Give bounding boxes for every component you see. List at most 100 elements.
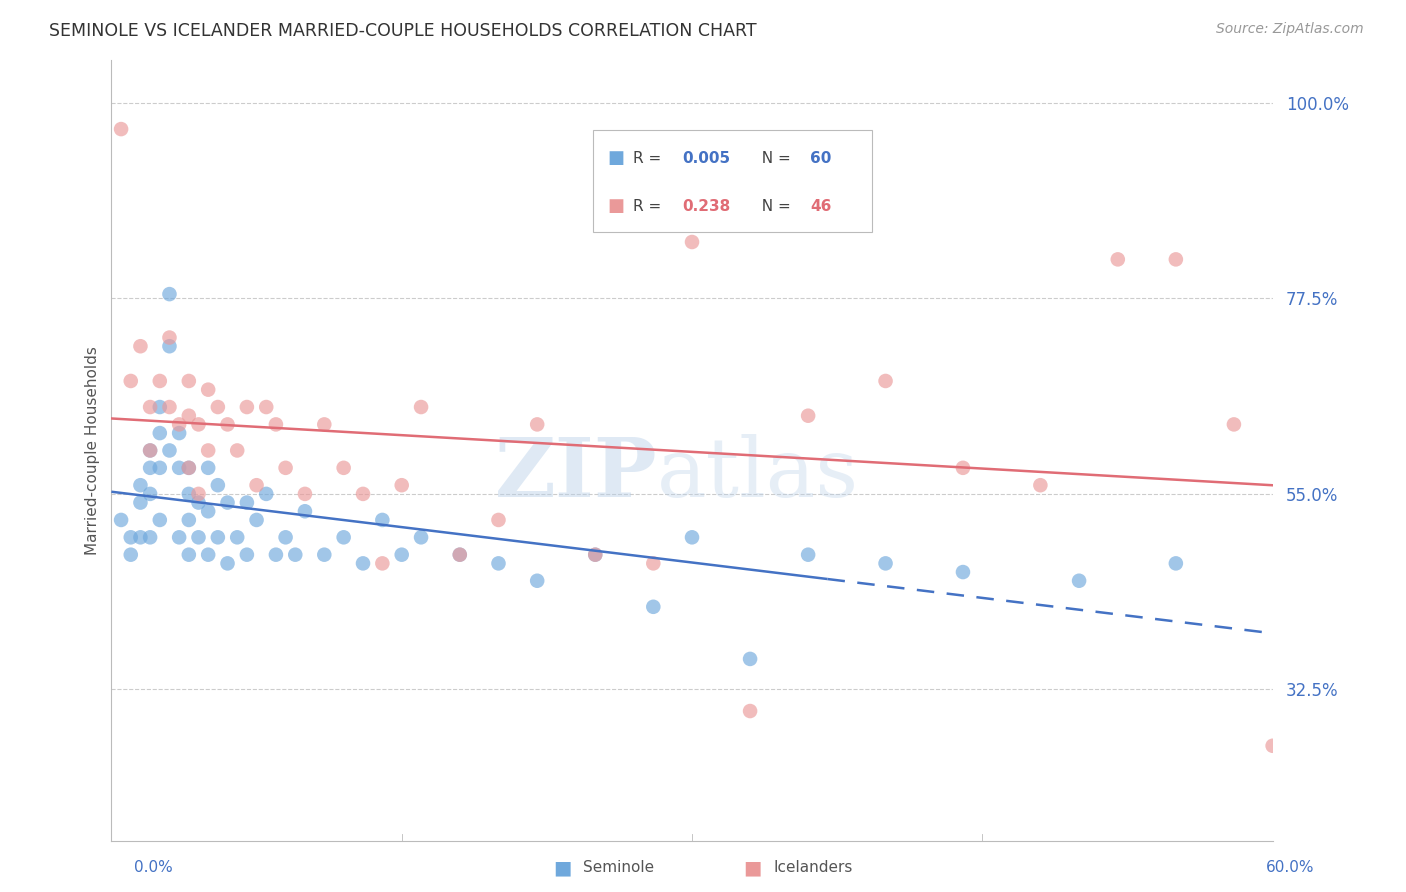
Point: [177, 513, 200, 527]
Point: [583, 548, 606, 562]
Point: [159, 330, 181, 344]
Point: [1164, 557, 1187, 571]
Point: [274, 530, 297, 544]
Point: [409, 530, 432, 544]
Point: [139, 460, 162, 475]
Point: [391, 548, 413, 562]
Point: [236, 495, 259, 509]
Point: [236, 400, 259, 414]
Point: [875, 557, 897, 571]
Point: [245, 513, 267, 527]
Point: [110, 513, 132, 527]
Point: [449, 548, 471, 562]
Y-axis label: Married-couple Households: Married-couple Households: [86, 346, 100, 555]
FancyBboxPatch shape: [593, 130, 872, 232]
Point: [187, 417, 209, 432]
Point: [120, 548, 142, 562]
Point: [284, 548, 307, 562]
Point: [294, 487, 316, 501]
Point: [314, 548, 336, 562]
Point: [177, 374, 200, 388]
Point: [681, 235, 703, 249]
Point: [149, 374, 172, 388]
Point: [110, 122, 132, 136]
Point: [217, 495, 239, 509]
Text: Icelanders: Icelanders: [773, 861, 852, 875]
Point: [332, 530, 354, 544]
Point: [488, 557, 510, 571]
Point: [526, 574, 548, 588]
Point: [120, 530, 142, 544]
Point: [1107, 252, 1129, 267]
Text: ■: ■: [742, 858, 762, 878]
Point: [129, 339, 152, 353]
Point: [217, 417, 239, 432]
Point: [149, 513, 172, 527]
Point: [159, 287, 181, 301]
Point: [149, 460, 172, 475]
Point: [207, 400, 229, 414]
Point: [187, 495, 209, 509]
Point: [274, 460, 297, 475]
Point: [197, 504, 219, 518]
Point: [314, 417, 336, 432]
Point: [187, 530, 209, 544]
Point: [526, 417, 548, 432]
Point: [643, 557, 665, 571]
Text: 0.238: 0.238: [683, 199, 731, 214]
Point: [1029, 478, 1052, 492]
Point: [207, 478, 229, 492]
Point: [264, 417, 287, 432]
Point: [187, 487, 209, 501]
Text: N =: N =: [752, 151, 796, 166]
Point: [139, 487, 162, 501]
Point: [583, 548, 606, 562]
Point: [236, 548, 259, 562]
Point: [681, 530, 703, 544]
Point: [254, 487, 277, 501]
Point: [409, 400, 432, 414]
Point: [449, 548, 471, 562]
Text: 0.005: 0.005: [683, 151, 731, 166]
Text: 60: 60: [810, 151, 832, 166]
Point: [875, 374, 897, 388]
Point: [149, 400, 172, 414]
Point: [197, 383, 219, 397]
Point: [167, 426, 190, 441]
Point: [159, 443, 181, 458]
Point: [129, 478, 152, 492]
Point: [1067, 574, 1090, 588]
Point: [254, 400, 277, 414]
Point: [167, 460, 190, 475]
Text: 46: 46: [810, 199, 832, 214]
Text: ZIP: ZIP: [495, 434, 657, 514]
Point: [177, 460, 200, 475]
Point: [371, 513, 394, 527]
Point: [797, 409, 820, 423]
Text: SEMINOLE VS ICELANDER MARRIED-COUPLE HOUSEHOLDS CORRELATION CHART: SEMINOLE VS ICELANDER MARRIED-COUPLE HOU…: [49, 22, 756, 40]
Point: [226, 443, 249, 458]
Point: [129, 530, 152, 544]
Point: [207, 530, 229, 544]
Text: ■: ■: [607, 149, 624, 168]
Point: [159, 400, 181, 414]
Point: [197, 548, 219, 562]
Point: [177, 487, 200, 501]
Point: [952, 460, 974, 475]
Point: [1223, 417, 1246, 432]
Text: atlas: atlas: [657, 434, 859, 514]
Point: [149, 426, 172, 441]
Point: [139, 443, 162, 458]
Point: [197, 443, 219, 458]
Point: [952, 565, 974, 579]
Point: [177, 548, 200, 562]
Text: 60.0%: 60.0%: [1267, 861, 1315, 875]
Text: R =: R =: [633, 151, 666, 166]
Point: [120, 374, 142, 388]
Point: [294, 504, 316, 518]
Point: [1164, 252, 1187, 267]
Text: Seminole: Seminole: [583, 861, 655, 875]
Point: [129, 495, 152, 509]
Point: [488, 513, 510, 527]
Point: [264, 548, 287, 562]
